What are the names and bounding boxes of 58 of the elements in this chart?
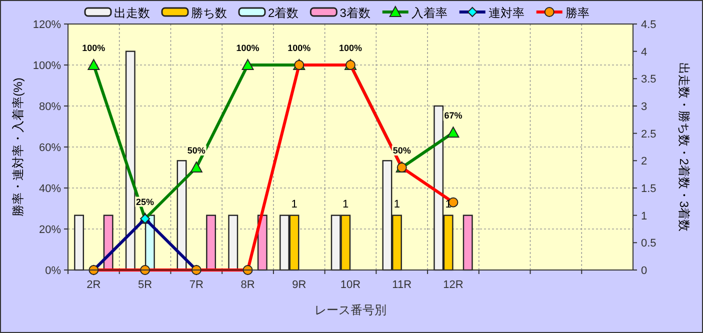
y2-tick-label: 3 bbox=[641, 101, 648, 113]
y-tick-label: 120% bbox=[32, 19, 62, 31]
data-label: 25% bbox=[136, 196, 154, 207]
y-tick-label: 40% bbox=[38, 183, 62, 195]
data-label: 67% bbox=[444, 110, 462, 121]
data-label: 1 bbox=[394, 198, 400, 210]
x-axis-title: レース番号別 bbox=[314, 303, 386, 317]
data-label: 50% bbox=[392, 146, 411, 156]
x-tick-label: 7R bbox=[189, 279, 204, 291]
point bbox=[447, 126, 460, 138]
x-tick-label: 8R bbox=[240, 279, 255, 291]
legend-label: 3着数 bbox=[340, 6, 370, 20]
bar bbox=[330, 214, 341, 271]
x-tick-label: 5R bbox=[138, 279, 152, 291]
y-tick-label: 100% bbox=[32, 60, 62, 72]
y-axis-title: 勝率・連対率・入着率(%) bbox=[11, 78, 25, 216]
x-tick-label: 9R bbox=[292, 279, 306, 291]
point bbox=[190, 162, 202, 172]
point bbox=[242, 59, 254, 70]
bar bbox=[257, 214, 268, 271]
y2-tick-label: 0 bbox=[641, 265, 648, 277]
y-tick-label: 60% bbox=[38, 142, 62, 154]
legend-label: 勝率 bbox=[565, 6, 590, 20]
bar bbox=[434, 105, 444, 271]
y2-tick-label: 1 bbox=[641, 210, 648, 222]
y2-tick-label: 2.5 bbox=[641, 128, 656, 140]
x-tick-label: 11R bbox=[392, 279, 412, 291]
bar bbox=[280, 214, 290, 271]
y2-tick-label: 4 bbox=[641, 46, 648, 58]
x-tick-label: 2R bbox=[86, 279, 101, 291]
data-label: 50% bbox=[187, 146, 206, 156]
y-tick-label: 80% bbox=[38, 101, 62, 113]
data-label: 1 bbox=[445, 198, 452, 210]
data-label: 100% bbox=[288, 43, 311, 53]
point bbox=[88, 59, 100, 70]
y2-axis-title: 出走数・勝ち数・2着数・3着数 bbox=[677, 62, 691, 232]
legend-label: 連対率 bbox=[488, 6, 524, 20]
bar bbox=[382, 160, 392, 271]
x-tick-label: 10R bbox=[340, 279, 361, 291]
bar bbox=[462, 214, 473, 271]
data-label: 1 bbox=[291, 198, 298, 210]
data-label: 100% bbox=[236, 43, 260, 53]
data-label: 100% bbox=[338, 43, 362, 53]
y-tick-label: 0% bbox=[45, 265, 62, 277]
y2-tick-label: 1.5 bbox=[641, 183, 656, 195]
data-label: 100% bbox=[82, 43, 106, 53]
y2-tick-label: 4.5 bbox=[641, 19, 656, 31]
x-tick-label: 12R bbox=[443, 279, 464, 291]
y2-tick-label: 2 bbox=[641, 156, 648, 168]
legend-label: 2着数 bbox=[268, 6, 299, 20]
bar bbox=[74, 214, 84, 271]
legend-label: 入着率 bbox=[411, 6, 448, 20]
y2-tick-label: 3.5 bbox=[641, 74, 656, 86]
legend-label: 勝ち数 bbox=[191, 6, 227, 20]
data-label: 1 bbox=[342, 198, 349, 210]
y2-tick-label: 0.5 bbox=[641, 238, 656, 250]
y-tick-label: 20% bbox=[38, 224, 62, 236]
legend-label: 出走数 bbox=[114, 6, 150, 20]
